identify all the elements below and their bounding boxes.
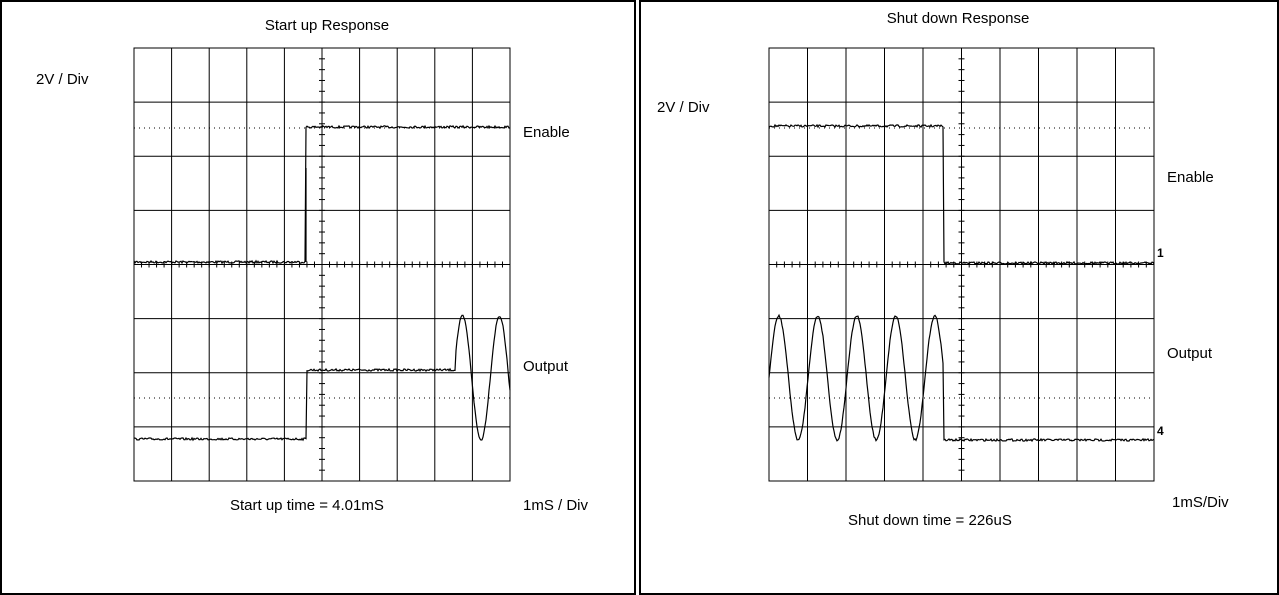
panel-frame <box>0 0 636 595</box>
scale-label: 2V / Div <box>657 99 710 116</box>
channel-marker: 4 <box>1157 424 1164 438</box>
panel-title: Shut down Response <box>887 10 1030 27</box>
timebase: 1mS/Div <box>1172 494 1229 511</box>
panel-frame <box>639 0 1279 595</box>
scale-label: 2V / Div <box>36 71 89 88</box>
measurement: Start up time = 4.01mS <box>230 497 384 514</box>
trace-label: Enable <box>523 124 570 141</box>
timebase: 1mS / Div <box>523 497 589 514</box>
waveform <box>768 123 1155 266</box>
waveform <box>133 314 511 442</box>
channel-marker: 1 <box>1157 246 1164 260</box>
trace-label: Enable <box>1167 169 1214 186</box>
waveform <box>133 124 510 265</box>
measurement: Shut down time = 226uS <box>848 512 1012 529</box>
trace-label: Output <box>1167 345 1213 362</box>
waveform <box>768 313 1155 443</box>
trace-label: Output <box>523 358 569 375</box>
panel-title: Start up Response <box>265 17 389 34</box>
